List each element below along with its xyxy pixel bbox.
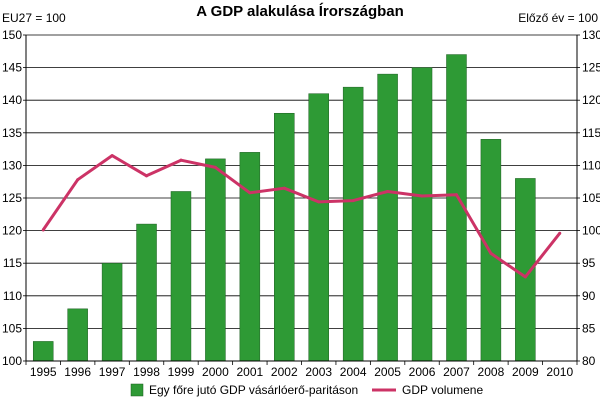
left-tick-label: 100 <box>2 354 22 368</box>
bar <box>308 93 329 362</box>
left-tick-label: 115 <box>3 256 22 270</box>
line-series <box>41 154 561 279</box>
bar <box>342 86 364 362</box>
left-tick-label: 135 <box>2 126 22 140</box>
x-tick-label: 2001 <box>236 365 263 379</box>
right-tick-label: 125 <box>582 61 600 75</box>
right-tick-label: 110 <box>582 158 600 172</box>
x-tick-label: 1997 <box>99 365 126 379</box>
x-tick-label: 2009 <box>512 365 539 379</box>
line-point <box>386 189 390 193</box>
right-tick-label: 115 <box>582 126 600 140</box>
line-point <box>523 275 527 279</box>
legend-line-label: GDP volumene <box>402 383 483 397</box>
bar <box>411 67 433 362</box>
x-tick-label: 1995 <box>30 365 57 379</box>
x-tick-label: 1999 <box>168 365 195 379</box>
x-tick-label: 2003 <box>305 365 332 379</box>
x-tick-label: 1998 <box>133 365 160 379</box>
left-tick-label: 105 <box>2 321 22 335</box>
right-tick-label: 90 <box>582 289 596 303</box>
right-axis-label: Előző év = 100 <box>518 11 598 25</box>
bar <box>239 152 261 362</box>
bar <box>274 112 295 362</box>
left-tick-label: 150 <box>2 28 22 42</box>
line-point <box>317 200 321 204</box>
bar <box>32 341 54 362</box>
line-point <box>558 231 562 235</box>
line-point <box>76 178 80 182</box>
legend-bar-swatch <box>130 383 144 397</box>
right-tick-label: 105 <box>582 191 600 205</box>
line-point <box>248 191 252 195</box>
right-tick-label: 100 <box>582 224 600 238</box>
left-tick-label: 110 <box>3 289 22 303</box>
legend-bar-label: Egy főre jutó GDP vásárlóerő-paritáson <box>149 383 358 397</box>
chart-title: A GDP alakulása Írországban <box>196 3 404 20</box>
left-axis-label: EU27 = 100 <box>2 11 66 25</box>
bar <box>205 158 226 362</box>
left-tick-label: 120 <box>2 224 22 238</box>
line-point <box>145 174 149 178</box>
legend: Egy főre jutó GDP vásárlóerő-paritáson G… <box>130 383 483 397</box>
line-point <box>41 228 45 232</box>
line-point <box>282 186 286 190</box>
bar <box>67 308 88 362</box>
x-tick-label: 2010 <box>546 365 573 379</box>
line-point <box>454 193 458 197</box>
left-tick-label: 145 <box>2 61 22 75</box>
bar <box>480 139 502 362</box>
x-tick-label: 2008 <box>478 365 505 379</box>
x-tick-label: 1996 <box>64 365 91 379</box>
right-tick-label: 120 <box>582 93 600 107</box>
line-point <box>110 154 114 158</box>
right-tick-label: 130 <box>582 28 600 42</box>
x-tick-label: 2002 <box>271 365 298 379</box>
axis-layer: 100 105 110 115 120 125 130 135 140 145 150 80 85 90 9… <box>2 28 600 379</box>
left-tick-label: 125 <box>2 191 22 205</box>
line-point <box>420 194 424 198</box>
line-layer <box>41 154 562 279</box>
bar <box>377 73 398 362</box>
x-tick-label: 2005 <box>374 365 401 379</box>
x-tick-label: 2007 <box>443 365 470 379</box>
x-tick-label: 2000 <box>202 365 229 379</box>
line-point <box>213 165 217 169</box>
left-tick-label: 130 <box>2 158 22 172</box>
right-tick-label: 80 <box>582 354 596 368</box>
line-point <box>351 199 355 203</box>
x-tick-label: 2004 <box>340 365 367 379</box>
line-point <box>179 158 183 162</box>
right-tick-label: 85 <box>582 321 596 335</box>
right-tick-label: 95 <box>582 256 596 270</box>
bar <box>170 191 192 362</box>
bar <box>101 262 123 362</box>
bar <box>136 223 157 362</box>
line-point <box>489 251 493 255</box>
x-tick-label: 2006 <box>409 365 436 379</box>
left-tick-label: 140 <box>2 93 22 107</box>
